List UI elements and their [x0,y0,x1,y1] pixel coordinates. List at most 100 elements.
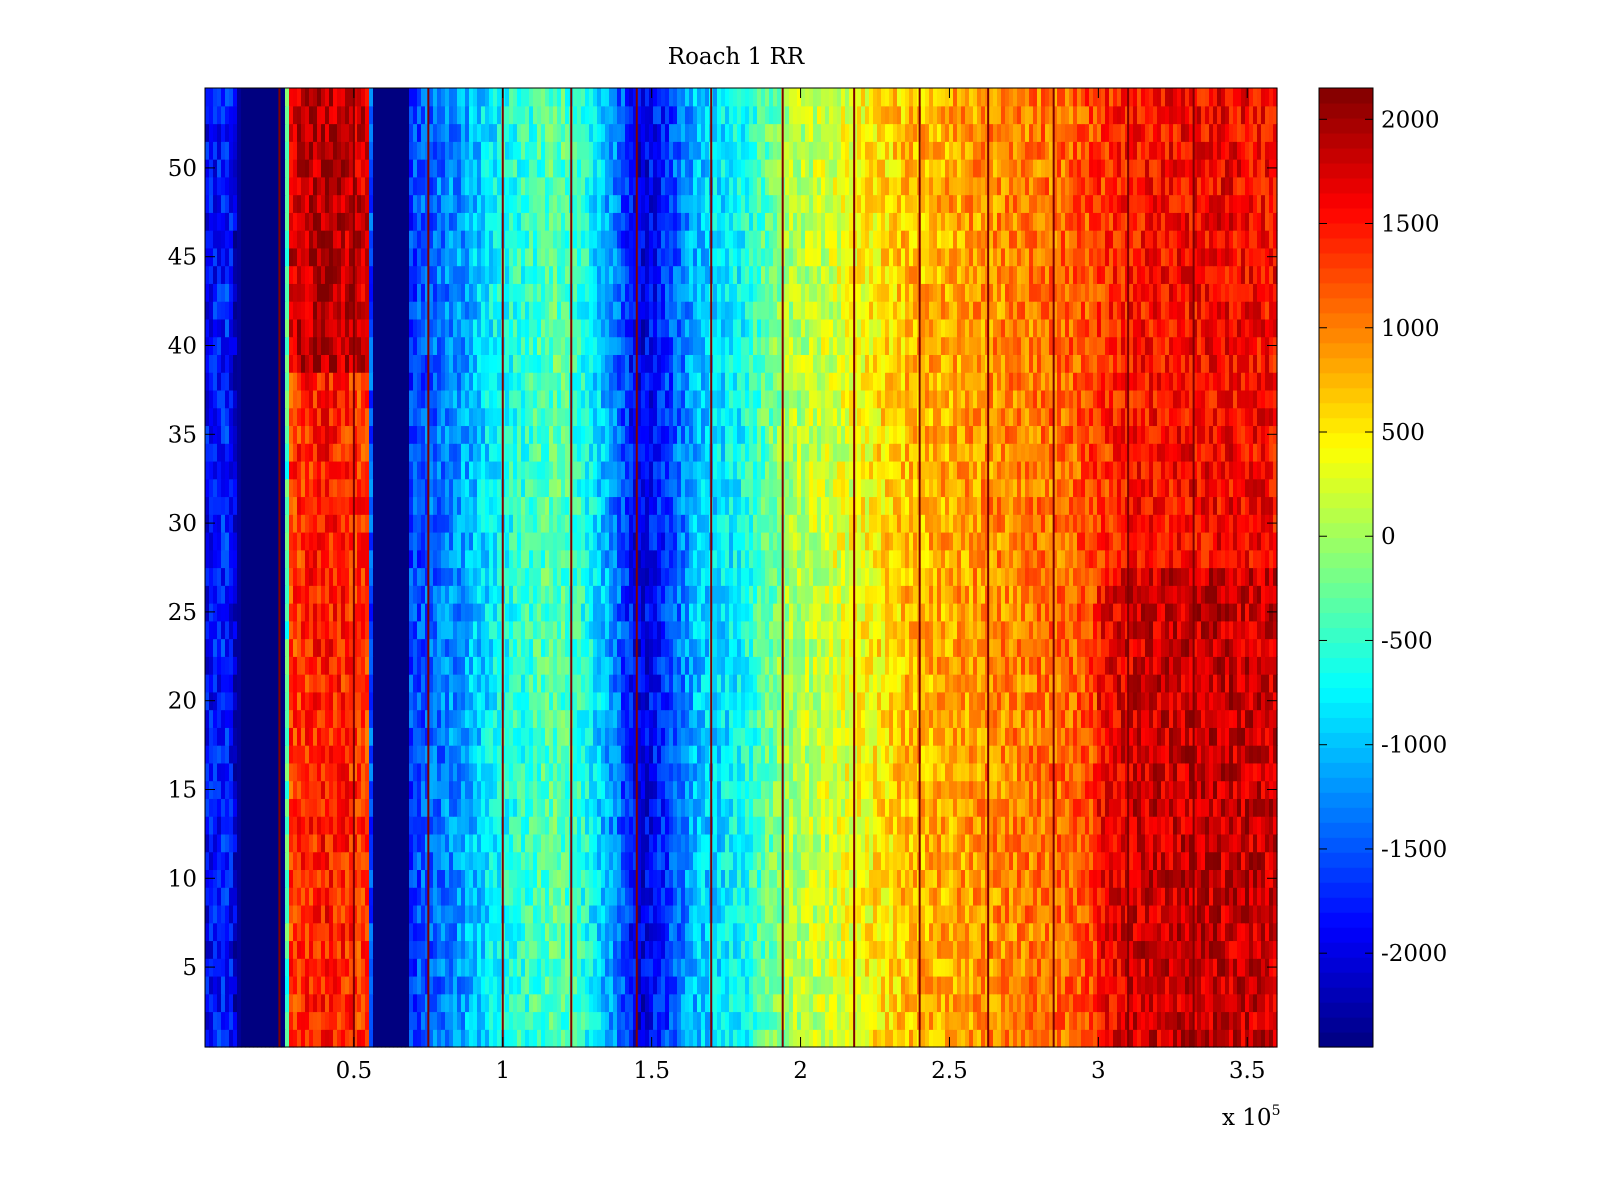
heatmap-cell [621,727,626,746]
heatmap-cell [657,869,662,888]
heatmap-cell [433,993,438,1013]
heatmap-cell [481,869,486,888]
heatmap-cell [933,904,938,924]
heatmap-cell [697,922,702,942]
heatmap-cell [377,727,382,746]
heatmap-cell [529,727,534,746]
heatmap-cell [737,851,742,871]
heatmap-cell [617,922,622,942]
heatmap-cell [1157,869,1162,888]
heatmap-cell [665,851,670,871]
heatmap-cell [613,851,618,871]
heatmap-cell [485,745,490,764]
heatmap-cell [493,904,498,924]
heatmap-cell [1253,993,1258,1013]
heatmap-cell [877,833,882,853]
heatmap-cell [489,887,494,906]
heatmap-cell [1233,780,1238,799]
heatmap-cell [801,709,806,728]
heatmap-cell [597,1029,602,1048]
heatmap-cell [1049,727,1054,746]
heatmap-cell [1001,904,1006,924]
heatmap-cell [873,851,878,871]
heatmap-cell [693,1029,698,1048]
heatmap-cell [701,709,706,728]
heatmap-cell [861,762,866,782]
heatmap-cell [229,762,234,782]
heatmap-cell [909,958,914,977]
heatmap-cell [1077,1029,1082,1048]
heatmap-cell [1017,1029,1022,1048]
heatmap-cell [761,940,766,959]
heatmap-cell [253,975,258,995]
heatmap-cell [765,922,770,942]
heatmap-cell [769,851,774,871]
heatmap-cell [1201,1029,1206,1048]
heatmap-cell [1073,940,1078,959]
heatmap-cell [1165,1029,1170,1048]
heatmap-cell [893,887,898,906]
heatmap-cell [1097,833,1102,853]
heatmap-cell [265,1011,270,1030]
heatmap-cell [1237,727,1242,746]
heatmap-cell [553,922,558,942]
heatmap-cell [553,1011,558,1030]
heatmap-cell [1033,887,1038,906]
heatmap-cell [1201,816,1206,835]
heatmap-cell [1221,922,1226,942]
heatmap-cell [869,727,874,746]
heatmap-cell [1193,833,1198,853]
heatmap-cell [649,816,654,835]
heatmap-cell [929,904,934,924]
heatmap-cell [281,958,286,977]
heatmap-cell [613,993,618,1013]
heatmap-cell [941,851,946,871]
heatmap-cell [357,940,362,959]
heatmap-cell [1037,975,1042,995]
heatmap-cell [565,993,570,1013]
heatmap-cell [889,851,894,871]
heatmap-cell [1177,745,1182,764]
heatmap-cell [445,904,450,924]
heatmap-cell [521,727,526,746]
heatmap-cell [373,1029,378,1048]
heatmap-cell [661,1011,666,1030]
heatmap-cell [785,762,790,782]
heatmap-cell [1249,816,1254,835]
heatmap-cell [525,940,530,959]
heatmap-cell [1141,1011,1146,1030]
heatmap-cell [1085,851,1090,871]
heatmap-cell [1113,762,1118,782]
heatmap-cell [521,1029,526,1048]
heatmap-cell [921,780,926,799]
heatmap-cell [745,709,750,728]
heatmap-cell [629,1029,634,1048]
heatmap-cell [953,869,958,888]
heatmap-cell [1269,762,1274,782]
heatmap-cell [837,975,842,995]
heatmap-cell [1201,869,1206,888]
heatmap-cell [549,922,554,942]
heatmap-cell [237,798,242,817]
heatmap-cell [325,904,330,924]
heatmap-cell [777,904,782,924]
heatmap-cell [1205,993,1210,1013]
heatmap-cell [937,887,942,906]
heatmap-cell [845,904,850,924]
heatmap-cell [581,904,586,924]
heatmap-cell [525,958,530,977]
heatmap-cell [717,940,722,959]
heatmap-cell [393,887,398,906]
heatmap-cell [541,1011,546,1030]
heatmap-cell [217,1011,222,1030]
heatmap-cell [845,780,850,799]
heatmap-cell [525,709,530,728]
heatmap-cell [925,1011,930,1030]
heatmap-cell [453,780,458,799]
heatmap-cell [721,904,726,924]
heatmap-cell [361,1011,366,1030]
heatmap-cell [977,869,982,888]
heatmap-cell [653,798,658,817]
heatmap-cell [753,1029,758,1048]
heatmap-cell [405,1011,410,1030]
